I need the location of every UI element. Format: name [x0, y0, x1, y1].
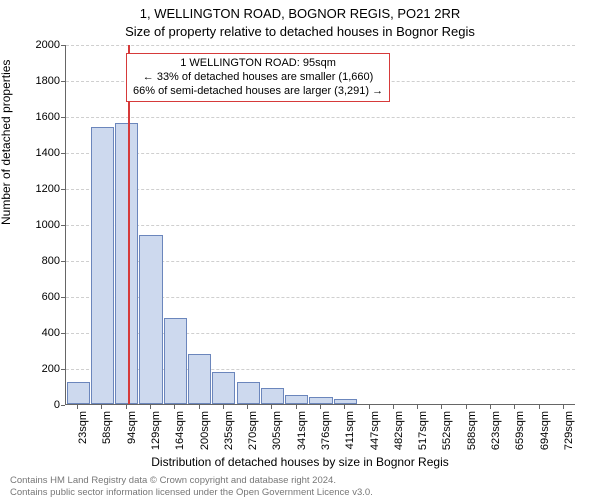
- xtick-mark: [441, 405, 442, 409]
- ytick-mark: [61, 153, 65, 154]
- xtick-mark: [150, 405, 151, 409]
- xtick-label: 94sqm: [126, 411, 138, 461]
- ytick-label: 2000: [5, 39, 60, 51]
- histogram-bar: [164, 318, 187, 404]
- xtick-label: 517sqm: [417, 411, 429, 461]
- ytick-label: 1800: [5, 75, 60, 87]
- ytick-mark: [61, 189, 65, 190]
- histogram-bar: [212, 372, 235, 404]
- footer-line-1: Contains HM Land Registry data © Crown c…: [10, 475, 336, 486]
- xtick-mark: [369, 405, 370, 409]
- xtick-mark: [296, 405, 297, 409]
- histogram-bar: [285, 395, 308, 404]
- histogram-bar: [309, 397, 332, 404]
- footer-attribution: Contains HM Land Registry data © Crown c…: [10, 475, 373, 498]
- xtick-label: 270sqm: [247, 411, 259, 461]
- xtick-mark: [393, 405, 394, 409]
- xtick-label: 235sqm: [223, 411, 235, 461]
- plot-area: 1 WELLINGTON ROAD: 95sqm ← 33% of detache…: [65, 45, 575, 405]
- xtick-mark: [247, 405, 248, 409]
- chart-supertitle: 1, WELLINGTON ROAD, BOGNOR REGIS, PO21 2…: [0, 6, 600, 21]
- ytick-mark: [61, 117, 65, 118]
- xtick-mark: [539, 405, 540, 409]
- xtick-label: 694sqm: [539, 411, 551, 461]
- ytick-mark: [61, 369, 65, 370]
- gridline: [66, 225, 575, 226]
- xtick-mark: [417, 405, 418, 409]
- xtick-label: 659sqm: [514, 411, 526, 461]
- xtick-mark: [77, 405, 78, 409]
- annotation-line: ← 33% of detached houses are smaller (1,…: [143, 71, 374, 83]
- xtick-mark: [344, 405, 345, 409]
- gridline: [66, 189, 575, 190]
- xtick-label: 341sqm: [296, 411, 308, 461]
- ytick-mark: [61, 333, 65, 334]
- annotation-line: 1 WELLINGTON ROAD: 95sqm: [180, 57, 336, 69]
- histogram-bar: [139, 235, 162, 404]
- ytick-label: 1000: [5, 219, 60, 231]
- xtick-mark: [223, 405, 224, 409]
- xtick-label: 588sqm: [466, 411, 478, 461]
- chart-title: Size of property relative to detached ho…: [0, 24, 600, 39]
- xtick-mark: [271, 405, 272, 409]
- ytick-label: 1200: [5, 183, 60, 195]
- ytick-mark: [61, 81, 65, 82]
- ytick-label: 0: [5, 399, 60, 411]
- xtick-mark: [320, 405, 321, 409]
- ytick-mark: [61, 225, 65, 226]
- histogram-bar: [67, 382, 90, 404]
- ytick-label: 600: [5, 291, 60, 303]
- histogram-bar: [334, 399, 357, 404]
- xtick-mark: [101, 405, 102, 409]
- chart-container: 1, WELLINGTON ROAD, BOGNOR REGIS, PO21 2…: [0, 0, 600, 500]
- histogram-bar: [188, 354, 211, 404]
- xtick-label: 200sqm: [199, 411, 211, 461]
- xtick-label: 447sqm: [369, 411, 381, 461]
- histogram-bar: [237, 382, 260, 404]
- ytick-label: 1400: [5, 147, 60, 159]
- gridline: [66, 153, 575, 154]
- ytick-mark: [61, 297, 65, 298]
- annotation-box: 1 WELLINGTON ROAD: 95sqm ← 33% of detache…: [126, 53, 390, 102]
- xtick-mark: [466, 405, 467, 409]
- gridline: [66, 45, 575, 46]
- xtick-mark: [490, 405, 491, 409]
- xtick-label: 305sqm: [271, 411, 283, 461]
- xtick-label: 552sqm: [441, 411, 453, 461]
- xtick-label: 129sqm: [150, 411, 162, 461]
- xtick-mark: [174, 405, 175, 409]
- xtick-mark: [563, 405, 564, 409]
- xtick-label: 623sqm: [490, 411, 502, 461]
- ytick-label: 200: [5, 363, 60, 375]
- xtick-mark: [514, 405, 515, 409]
- xtick-label: 729sqm: [563, 411, 575, 461]
- xtick-label: 58sqm: [101, 411, 113, 461]
- gridline: [66, 117, 575, 118]
- xtick-label: 482sqm: [393, 411, 405, 461]
- ytick-label: 400: [5, 327, 60, 339]
- ytick-label: 1600: [5, 111, 60, 123]
- xtick-mark: [199, 405, 200, 409]
- histogram-bar: [91, 127, 114, 404]
- annotation-line: 66% of semi-detached houses are larger (…: [133, 85, 383, 97]
- xtick-label: 23sqm: [77, 411, 89, 461]
- ytick-mark: [61, 45, 65, 46]
- xtick-label: 411sqm: [344, 411, 356, 461]
- ytick-label: 800: [5, 255, 60, 267]
- ytick-mark: [61, 405, 65, 406]
- xtick-label: 376sqm: [320, 411, 332, 461]
- ytick-mark: [61, 261, 65, 262]
- histogram-bar: [261, 388, 284, 404]
- xtick-mark: [126, 405, 127, 409]
- footer-line-2: Contains public sector information licen…: [10, 487, 373, 498]
- xtick-label: 164sqm: [174, 411, 186, 461]
